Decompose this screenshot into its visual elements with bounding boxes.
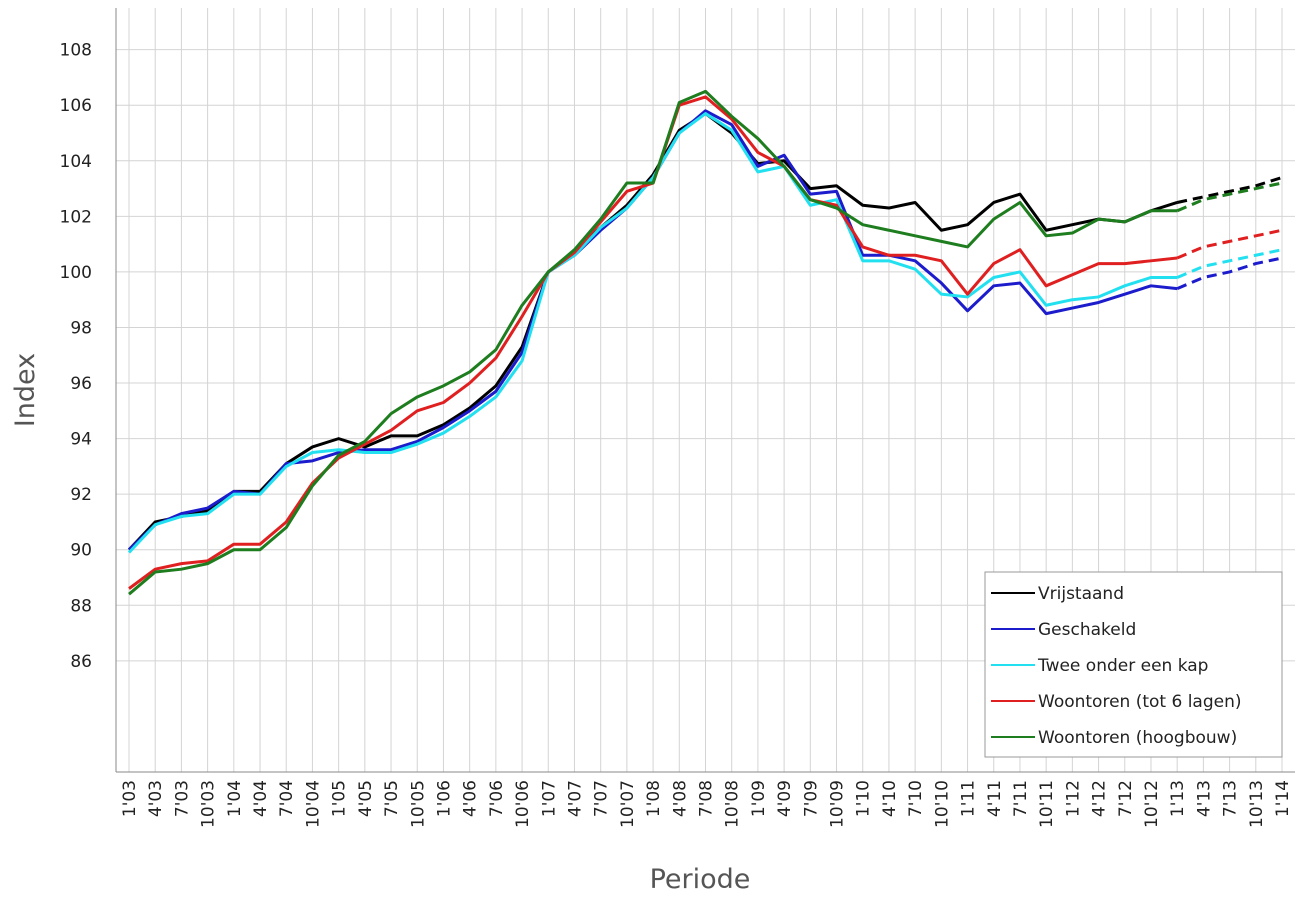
x-tick-label: 10'13	[1247, 780, 1267, 828]
x-tick-label: 1'10	[854, 780, 874, 817]
x-tick-label: 4'13	[1194, 780, 1214, 817]
x-tick-label: 4'07	[565, 780, 585, 817]
legend-label: Woontoren (tot 6 lagen)	[1038, 692, 1242, 712]
legend-label: Vrijstaand	[1038, 584, 1124, 604]
legend-label: Twee onder een kap	[1037, 656, 1208, 676]
legend-label: Geschakeld	[1038, 620, 1136, 640]
y-tick-label: 90	[70, 541, 92, 561]
x-tick-label: 1'12	[1063, 780, 1083, 817]
x-tick-label: 7'09	[801, 780, 821, 817]
x-tick-label: 10'07	[618, 780, 638, 828]
x-tick-label: 4'09	[775, 780, 795, 817]
series-line	[1176, 248, 1283, 279]
x-tick-label: 1'06	[434, 780, 454, 817]
x-tick-label: 1'05	[330, 780, 350, 817]
x-tick-label: 7'05	[382, 780, 402, 817]
series-line	[1176, 181, 1283, 213]
x-tick-label: 1'09	[749, 780, 769, 817]
x-tick-label: 10'06	[513, 780, 533, 828]
y-tick-label: 92	[70, 485, 92, 505]
x-tick-label: 7'10	[906, 780, 926, 817]
x-axis-title: Periode	[650, 864, 751, 895]
x-tick-label: 4'04	[251, 780, 271, 817]
legend-label: Woontoren (hoogbouw)	[1038, 728, 1237, 748]
x-tick-label: 1'03	[120, 780, 140, 817]
x-tick-label: 10'12	[1142, 780, 1162, 828]
x-tick-label: 10'03	[199, 780, 219, 828]
series-line	[1176, 228, 1283, 260]
x-tick-label: 4'05	[356, 780, 376, 817]
x-tick-label: 4'11	[985, 780, 1005, 817]
series-line	[128, 89, 1178, 596]
x-tick-label: 1'11	[959, 780, 979, 817]
x-tick-label: 7'04	[277, 780, 297, 817]
x-tick-label: 7'08	[697, 780, 717, 817]
x-tick-label: 1'07	[539, 780, 559, 817]
x-tick-label: 4'08	[670, 780, 690, 817]
series-line	[1176, 176, 1283, 204]
x-tick-label: 10'04	[303, 780, 323, 828]
x-tick-label: 7'07	[592, 780, 612, 817]
y-tick-label: 102	[60, 207, 92, 227]
y-tick-label: 96	[70, 374, 92, 394]
y-tick-label: 98	[70, 318, 92, 338]
y-tick-label: 88	[70, 596, 92, 616]
y-tick-label: 94	[70, 430, 92, 450]
y-tick-label: 104	[60, 152, 92, 172]
x-tick-label: 7'03	[172, 780, 192, 817]
x-tick-label: 7'11	[1011, 780, 1031, 817]
x-tick-label: 10'10	[932, 780, 952, 828]
y-tick-label: 86	[70, 652, 92, 672]
y-tick-label: 108	[60, 41, 92, 61]
x-tick-label: 10'05	[408, 780, 428, 828]
x-tick-label: 1'04	[225, 780, 245, 817]
x-tick-label: 4'06	[461, 780, 481, 817]
series-line	[1176, 256, 1283, 290]
x-tick-label: 10'11	[1037, 780, 1057, 828]
x-tick-label: 4'12	[1090, 780, 1110, 817]
y-axis-title: Index	[10, 353, 41, 427]
x-tick-label: 7'06	[487, 780, 507, 817]
x-tick-label: 4'03	[146, 780, 166, 817]
x-tick-label: 7'12	[1116, 780, 1136, 817]
x-tick-label: 7'13	[1221, 780, 1241, 817]
y-tick-label: 106	[60, 96, 92, 116]
x-tick-label: 10'08	[723, 780, 743, 828]
x-tick-label: 1'13	[1168, 780, 1188, 817]
x-tick-label: 4'10	[880, 780, 900, 817]
series-line	[127, 112, 1178, 554]
x-tick-label: 10'09	[828, 780, 848, 828]
x-tick-label: 1'14	[1273, 780, 1293, 817]
y-tick-label: 100	[60, 263, 92, 283]
x-tick-label: 1'08	[644, 780, 664, 817]
